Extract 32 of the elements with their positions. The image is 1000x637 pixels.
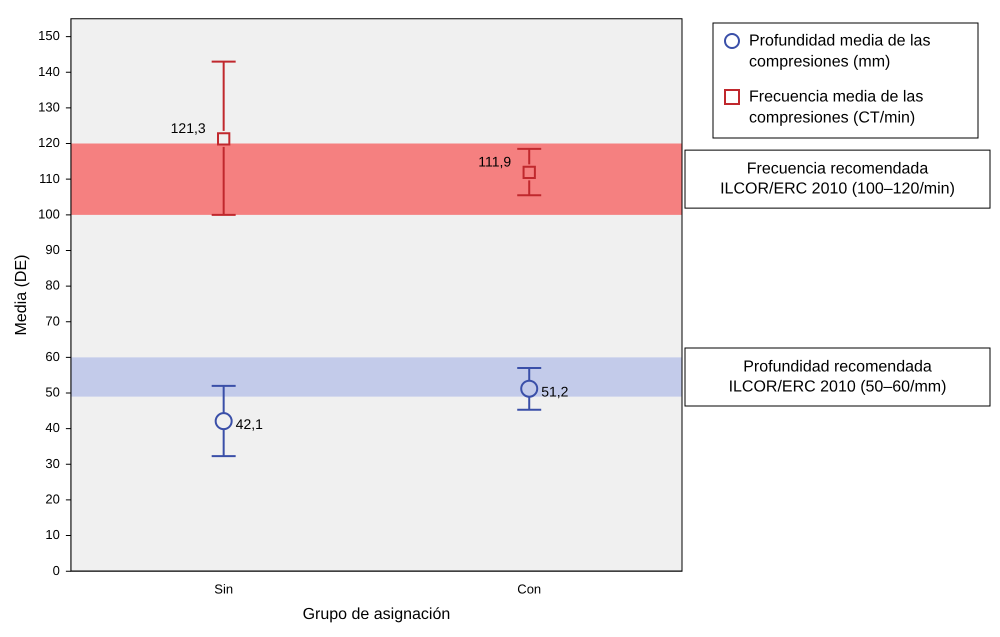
- y-tick-label: 10: [45, 527, 60, 542]
- point: [522, 166, 536, 180]
- y-tick-label: 130: [38, 99, 60, 114]
- y-tick-label: 60: [45, 348, 60, 364]
- x-axis-title: Grupo de asignación: [302, 606, 450, 623]
- y-axis-title: Media (DE): [13, 254, 30, 336]
- y-tick-label: 150: [38, 28, 60, 44]
- data-label: 111,9: [478, 153, 512, 170]
- band-label: Profundidad recomendada ILCOR/ERC 2010 (50–60/mm): [728, 358, 946, 396]
- data-label: 51,2: [541, 384, 569, 400]
- point: [217, 132, 230, 146]
- x-tick-label: Sin: [214, 582, 234, 597]
- x-tick-label: Con: [517, 582, 542, 597]
- y-tick-label: 80: [45, 278, 60, 293]
- point: [214, 412, 233, 430]
- y-tick-label: 140: [38, 64, 60, 79]
- y-tick-label: 50: [45, 384, 60, 400]
- y-tick-label: 120: [38, 135, 60, 150]
- y-tick-label: 100: [38, 206, 60, 222]
- band-label: Frecuencia recomendada ILCOR/ERC 2010 (100–120/min): [720, 160, 955, 198]
- data-label: 42,1: [236, 416, 264, 432]
- y-tick-label: 90: [45, 242, 60, 258]
- y-tick-label: 70: [45, 313, 60, 328]
- legend-label: Frecuencia media de las compresiones (CT/min): [749, 88, 924, 126]
- legend-label: Profundidad media de las compresiones (mm): [749, 32, 930, 70]
- point: [520, 380, 538, 398]
- y-tick-label: 30: [45, 456, 60, 471]
- y-tick-label: 20: [45, 492, 60, 506]
- data-label: 121,3: [170, 120, 206, 136]
- y-tick-label: 0: [52, 562, 60, 578]
- y-tick-label: 110: [39, 170, 60, 186]
- y-tick-label: 40: [45, 420, 60, 436]
